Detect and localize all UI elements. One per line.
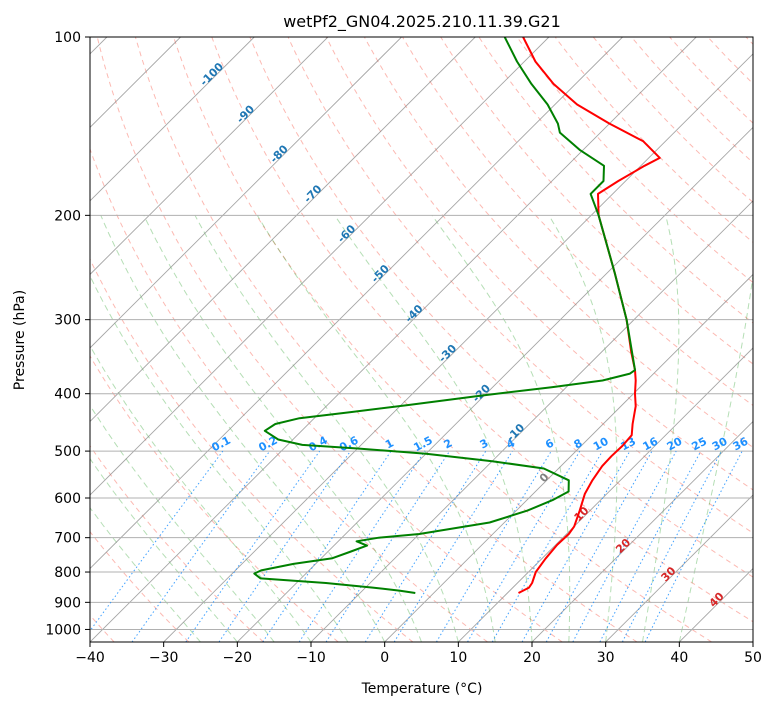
x-tick-label: 30 xyxy=(597,650,615,666)
mixing-ratio-label: 16 xyxy=(641,435,661,454)
dry-adiabat-line xyxy=(746,37,775,642)
dry-adiabat-line xyxy=(555,37,775,642)
y-tick-label: 100 xyxy=(54,30,81,46)
mixing-ratio-label: 25 xyxy=(689,435,709,454)
theta-e-label: 20 xyxy=(613,536,633,556)
y-tick-label: 600 xyxy=(54,491,81,507)
y-tick-label: 300 xyxy=(54,313,81,329)
mixing-ratio-line xyxy=(468,451,580,642)
x-tick-label: 50 xyxy=(744,650,762,666)
theta-e-label: 30 xyxy=(659,564,679,584)
x-tick-label: −10 xyxy=(296,650,326,666)
x-tick-label: −30 xyxy=(149,650,179,666)
chart-title: wetPf2_GN04.2025.210.11.39.G21 xyxy=(283,12,561,32)
mixing-ratio-line xyxy=(263,451,391,642)
moist-adiabat-line xyxy=(335,215,532,642)
isotherm-label: -50 xyxy=(369,262,392,285)
isotherm-label: -60 xyxy=(335,222,358,245)
isotherm-label: -40 xyxy=(402,302,425,325)
y-tick-label: 800 xyxy=(54,565,81,581)
mixing-ratio-label: 2 xyxy=(442,436,455,451)
isotherm-line xyxy=(237,37,775,642)
x-axis-ticks: −40 −30 −20 −10 0 10 20 30 40 50 xyxy=(75,642,762,666)
isotherm-label: -70 xyxy=(301,182,324,205)
theta-e-label: 40 xyxy=(707,590,727,610)
x-tick-label: 20 xyxy=(523,650,541,666)
dry-adiabat-line xyxy=(0,37,263,642)
dry-adiabat-line xyxy=(0,37,338,642)
x-tick-label: 40 xyxy=(670,650,688,666)
isotherm-label: -80 xyxy=(268,142,291,165)
moist-adiabat-line xyxy=(101,215,385,642)
dry-adiabat-line xyxy=(0,37,189,642)
isotherm-line xyxy=(679,37,775,642)
isotherm-line xyxy=(90,37,696,642)
mixing-ratio-label: 30 xyxy=(710,435,730,454)
mixing-ratio-line xyxy=(365,451,486,642)
moist-adiabat-line xyxy=(679,215,759,642)
y-tick-label: 1000 xyxy=(45,622,81,638)
moist-adiabat-line xyxy=(0,215,200,642)
isotherm-line xyxy=(311,37,775,642)
y-tick-label: 200 xyxy=(54,208,81,224)
mixing-ratio-label: 13 xyxy=(618,435,638,454)
background-grid xyxy=(0,37,775,642)
mixing-ratio-line xyxy=(436,451,551,642)
moist-adiabat-line xyxy=(195,215,458,642)
mixing-ratio-line xyxy=(132,451,270,642)
mixing-ratio-label: 20 xyxy=(665,435,685,454)
dry-adiabat-line xyxy=(708,37,775,642)
isotherm-line xyxy=(0,37,475,642)
x-tick-label: 0 xyxy=(380,650,389,666)
mixing-ratio-label: 10 xyxy=(591,435,611,454)
y-axis-ticks: 100 200 300 400 500 600 700 800 900 1000 xyxy=(45,30,90,638)
y-tick-label: 700 xyxy=(54,531,81,547)
mixing-ratio-label: 6 xyxy=(543,436,556,451)
y-tick-label: 900 xyxy=(54,595,81,611)
dry-adiabat-line xyxy=(441,37,775,642)
isotherm-label: -20 xyxy=(470,382,493,405)
y-axis-label: Pressure (hPa) xyxy=(12,290,28,390)
isotherm-line xyxy=(0,37,402,642)
x-tick-label: −40 xyxy=(75,650,105,666)
mixing-ratio-line xyxy=(326,451,450,642)
moist-adiabat-line xyxy=(1,215,275,642)
moist-adiabat-line xyxy=(0,215,237,642)
dry-adiabat-line xyxy=(59,37,488,642)
y-tick-label: 500 xyxy=(54,444,81,460)
y-tick-label: 400 xyxy=(54,387,81,403)
plot-frame xyxy=(90,37,753,642)
mixing-ratio-line xyxy=(82,451,223,642)
isotherm-label: -90 xyxy=(234,102,257,125)
isotherm-line xyxy=(0,37,328,642)
dry-adiabat-line xyxy=(670,37,775,642)
dry-adiabat-line xyxy=(135,37,637,642)
x-axis-label: Temperature (°C) xyxy=(361,681,483,697)
isotherm-line xyxy=(753,37,775,642)
isotherm-line xyxy=(16,37,622,642)
x-tick-label: 10 xyxy=(449,650,467,666)
x-tick-label: −20 xyxy=(223,650,253,666)
mixing-ratio-label: 36 xyxy=(731,435,751,454)
isotherm-label: -30 xyxy=(436,342,459,365)
isotherm-line xyxy=(0,37,254,642)
dry-adiabat-line xyxy=(517,37,775,642)
